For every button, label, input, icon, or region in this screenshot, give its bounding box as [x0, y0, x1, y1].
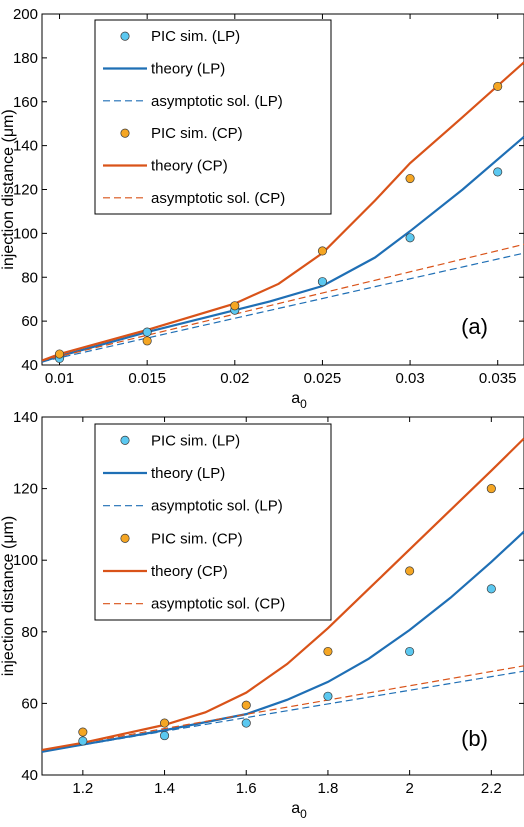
data-point-cp — [493, 81, 503, 91]
legend-box — [94, 423, 332, 621]
x-tick-label: 1.4 — [154, 780, 175, 797]
y-tick-label: 80 — [21, 624, 38, 641]
legend-label: PIC sim. (CP) — [151, 125, 243, 142]
legend-label: asymptotic sol. (LP) — [151, 498, 283, 515]
legend-label: theory (CP) — [151, 563, 228, 580]
data-point-cp — [323, 646, 333, 657]
y-tick-label: 100 — [13, 552, 38, 569]
data-point-lp — [78, 736, 88, 746]
legend-label: PIC sim. (LP) — [151, 28, 240, 45]
chart-panel-b: 1.2 1.4 1.6 1.8 2 2.2 40 60 80 100 120 140 a0 injecti… — [0, 409, 524, 821]
data-point-cp — [405, 173, 415, 184]
series-dashed-lp — [42, 252, 524, 363]
chart-panel-a: 0.01 0.015 0.02 0.025 0.03 0.035 40 60 80 100 120 1… — [0, 6, 524, 411]
x-tick-label: 0.035 — [479, 370, 517, 387]
x-tick-label: 1.2 — [72, 780, 93, 797]
data-point-lp — [323, 691, 333, 701]
legend-label: PIC sim. (CP) — [151, 530, 243, 547]
data-point-cp — [486, 484, 496, 494]
data-point-lp — [486, 584, 496, 594]
x-tick-label: 0.03 — [395, 370, 424, 387]
legend-label: theory (LP) — [151, 61, 225, 78]
legend-label: asymptotic sol. (CP) — [151, 190, 285, 207]
y-tick-label: 40 — [21, 357, 38, 374]
legend-box — [94, 19, 332, 215]
data-point-cp — [241, 700, 251, 710]
series-line-cp — [42, 437, 524, 752]
legend: PIC sim. (LP) theory (LP) asymptotic sol. … — [94, 19, 332, 215]
legend: PIC sim. (LP) theory (LP) asymptotic sol. … — [94, 423, 332, 621]
data-point-cp — [54, 349, 65, 359]
y-tick-label: 100 — [13, 225, 38, 242]
y-tick-label: 180 — [13, 50, 38, 67]
legend-label: PIC sim. (LP) — [151, 432, 240, 449]
data-point-cp — [78, 727, 88, 737]
x-tick-label: 1.6 — [236, 780, 257, 797]
legend-label: theory (LP) — [151, 465, 225, 482]
x-tick-label: 1.8 — [318, 780, 339, 797]
plot-frame — [41, 416, 524, 776]
x-tick-label: 0.01 — [45, 370, 74, 387]
data-point-lp — [405, 646, 415, 657]
series-layer — [42, 61, 524, 363]
data-point-lp — [317, 277, 327, 287]
x-axis-label: a0 — [291, 800, 307, 821]
legend-label: asymptotic sol. (CP) — [151, 596, 285, 613]
y-tick-label: 200 — [13, 6, 38, 23]
y-axis-label: injection distance (μm) — [0, 516, 17, 676]
data-point-cp — [230, 301, 240, 311]
legend-marker — [120, 435, 130, 445]
y-tick-label: 60 — [21, 313, 38, 330]
data-point-lp — [493, 167, 503, 177]
data-point-cp — [405, 566, 415, 576]
x-tick-label: 2 — [405, 780, 413, 797]
legend-label: theory (CP) — [151, 158, 228, 175]
series-dashed-lp — [42, 670, 524, 753]
y-tick-label: 120 — [13, 182, 38, 199]
series-line-cp — [42, 61, 524, 362]
y-tick-label: 160 — [13, 94, 38, 111]
data-point-cp — [142, 336, 152, 346]
series-layer — [42, 437, 524, 753]
panel-label: (a) — [461, 314, 488, 339]
x-tick-label: 2.2 — [481, 780, 502, 797]
series-line-lp — [42, 530, 524, 753]
legend-marker — [120, 128, 130, 138]
legend-marker — [120, 31, 130, 41]
series-dashed-cp — [42, 665, 524, 751]
series-dashed-cp — [42, 243, 524, 362]
x-tick-label: 0.015 — [128, 370, 166, 387]
y-tick-label: 140 — [13, 138, 38, 155]
y-axis-label: injection distance (μm) — [0, 109, 17, 269]
y-tick-label: 40 — [21, 767, 38, 784]
legend-marker — [120, 533, 130, 543]
y-tick-label: 60 — [21, 695, 38, 712]
x-tick-label: 0.02 — [220, 370, 249, 387]
x-axis-label: a0 — [291, 390, 307, 411]
series-line-lp — [42, 136, 524, 363]
data-point-lp — [405, 233, 415, 243]
data-point-lp — [159, 731, 170, 741]
data-point-cp — [317, 246, 327, 256]
data-point-lp — [241, 718, 251, 728]
y-tick-label: 80 — [21, 269, 38, 286]
legend-label: asymptotic sol. (LP) — [151, 93, 283, 110]
y-tick-label: 140 — [13, 409, 38, 426]
y-tick-label: 120 — [13, 481, 38, 498]
x-tick-label: 0.025 — [304, 370, 342, 387]
panel-label: (b) — [461, 726, 488, 751]
data-point-cp — [159, 718, 170, 728]
data-point-lp — [142, 327, 152, 337]
